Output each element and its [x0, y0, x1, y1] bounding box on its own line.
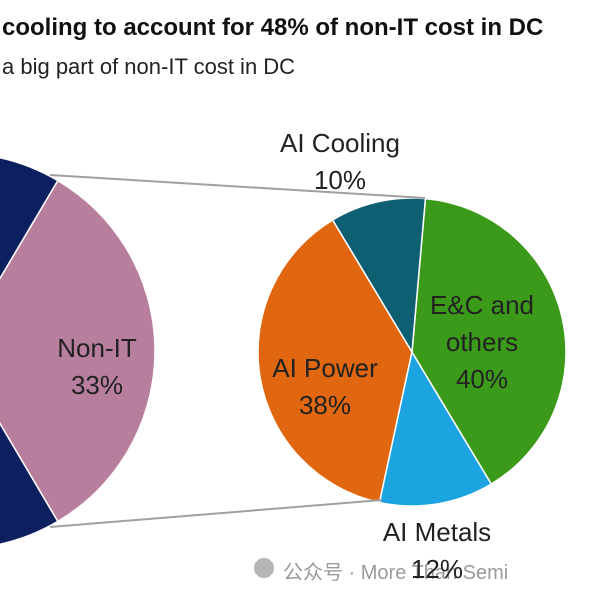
- slice: [0, 179, 156, 523]
- slice: [378, 349, 493, 507]
- watermark: 公众号 · More Than Semi: [283, 562, 509, 584]
- slice: [411, 197, 567, 486]
- slice: [257, 218, 413, 504]
- connector: [49, 499, 383, 528]
- value-label: 33%: [70, 370, 124, 400]
- value-label: 38%: [298, 390, 352, 420]
- value-label: 10%: [313, 165, 367, 195]
- slice: [0, 157, 59, 545]
- slice-label: AI Metals: [382, 517, 492, 547]
- value-label: 12%: [410, 554, 464, 584]
- title: cooling to account for 48% of non-IT cos…: [2, 14, 544, 41]
- slice-label: E&C and others: [429, 290, 535, 357]
- value-label: 40%: [455, 364, 509, 394]
- watermark-icon: [254, 558, 274, 578]
- slice-label: AI Cooling: [280, 128, 400, 158]
- slice-label: Non-IT: [57, 333, 137, 363]
- slice-label: AI Power: [272, 353, 378, 383]
- connector: [49, 174, 426, 199]
- subtitle: a big part of non-IT cost in DC: [2, 54, 296, 79]
